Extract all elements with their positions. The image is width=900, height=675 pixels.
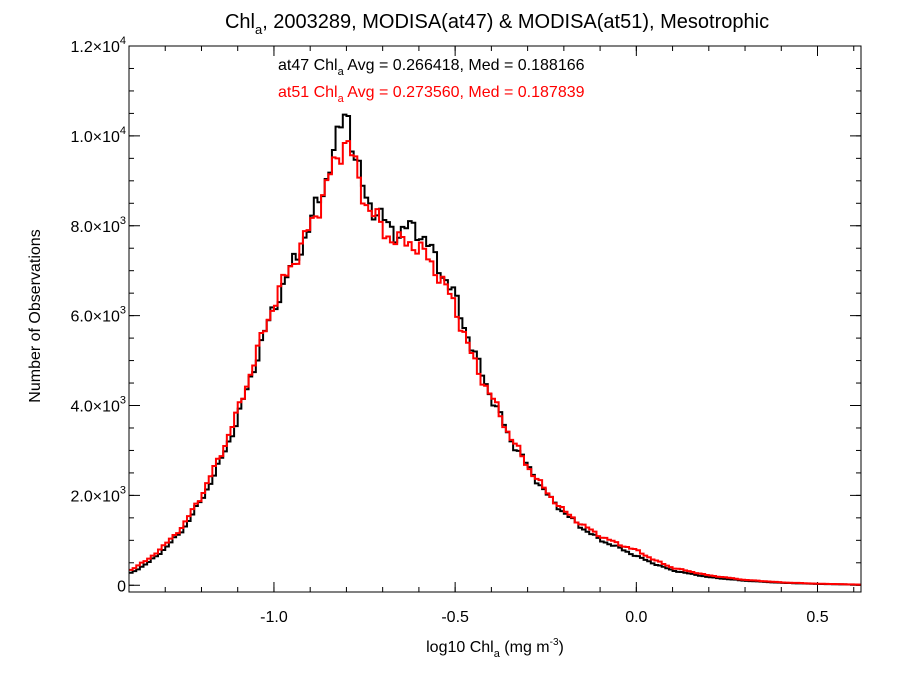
histogram-series-1 bbox=[129, 140, 861, 586]
annotation-at51-pre: at51 Chl bbox=[278, 84, 338, 101]
x-tick-label: 0.0 bbox=[625, 609, 647, 626]
histogram-series-0 bbox=[129, 113, 861, 586]
y-tick-mantissa: 1.0×10 bbox=[70, 129, 119, 146]
annotation-at47-sub: a bbox=[338, 66, 345, 78]
y-tick-exponent: 3 bbox=[120, 215, 126, 227]
x-axis-label-sub: a bbox=[494, 648, 501, 660]
y-tick-label: 8.0×103 bbox=[70, 215, 126, 236]
y-tick-mantissa: 2.0×10 bbox=[70, 488, 119, 505]
y-tick-label: 0 bbox=[117, 578, 126, 595]
annotation-at47: at47 Chla Avg = 0.266418, Med = 0.188166 bbox=[278, 57, 585, 78]
annotation-at51: at51 Chla Avg = 0.273560, Med = 0.187839 bbox=[278, 84, 585, 105]
x-axis-label: log10 Chla (mg m-3) bbox=[426, 637, 564, 660]
annotation-at51-post: Avg = 0.273560, Med = 0.187839 bbox=[344, 84, 585, 101]
y-tick-label: 4.0×103 bbox=[70, 395, 126, 416]
x-tick-label: -1.0 bbox=[260, 609, 288, 626]
annotation-at47-pre: at47 Chl bbox=[278, 57, 338, 74]
x-axis-label-post: ) bbox=[559, 639, 564, 656]
annotation-at51-sub: a bbox=[338, 93, 345, 105]
x-tick-label: 0.5 bbox=[806, 609, 828, 626]
y-tick-label: 2.0×103 bbox=[70, 484, 126, 505]
plot-frame bbox=[128, 45, 862, 593]
y-tick-mantissa: 0 bbox=[117, 578, 126, 595]
y-tick-label: 1.2×104 bbox=[70, 35, 126, 56]
y-axis-label: Number of Observations bbox=[27, 229, 44, 402]
series-group bbox=[129, 113, 861, 586]
axes-group: -1.0 -0.5 0.0 0.502.0×1034.0×1036.0×1038.0×… bbox=[70, 35, 861, 626]
x-tick-label: -0.5 bbox=[441, 609, 469, 626]
chart-title-sub: a bbox=[255, 22, 263, 37]
chart-title-pre: Chl bbox=[225, 11, 255, 33]
y-tick-label: 6.0×103 bbox=[70, 305, 126, 326]
y-tick-mantissa: 1.2×10 bbox=[70, 39, 119, 56]
x-axis-label-mid: (mg m bbox=[500, 639, 550, 656]
chart-title: Chla, 2003289, MODISA(at47) & MODISA(at5… bbox=[225, 11, 769, 37]
x-axis-label-pre: log10 Chl bbox=[426, 639, 494, 656]
y-tick-exponent: 4 bbox=[120, 35, 126, 47]
chart-title-post: , 2003289, MODISA(at47) & MODISA(at51), … bbox=[262, 11, 769, 33]
y-tick-exponent: 4 bbox=[120, 125, 126, 137]
y-tick-exponent: 3 bbox=[120, 305, 126, 317]
y-tick-label: 1.0×104 bbox=[70, 125, 126, 146]
annotation-at47-post: Avg = 0.266418, Med = 0.188166 bbox=[344, 57, 585, 74]
y-tick-exponent: 3 bbox=[120, 484, 126, 496]
x-axis-label-sup: -3 bbox=[550, 637, 559, 648]
y-tick-exponent: 3 bbox=[120, 395, 126, 407]
y-tick-mantissa: 4.0×10 bbox=[70, 399, 119, 416]
y-tick-mantissa: 8.0×10 bbox=[70, 219, 119, 236]
y-tick-mantissa: 6.0×10 bbox=[70, 309, 119, 326]
